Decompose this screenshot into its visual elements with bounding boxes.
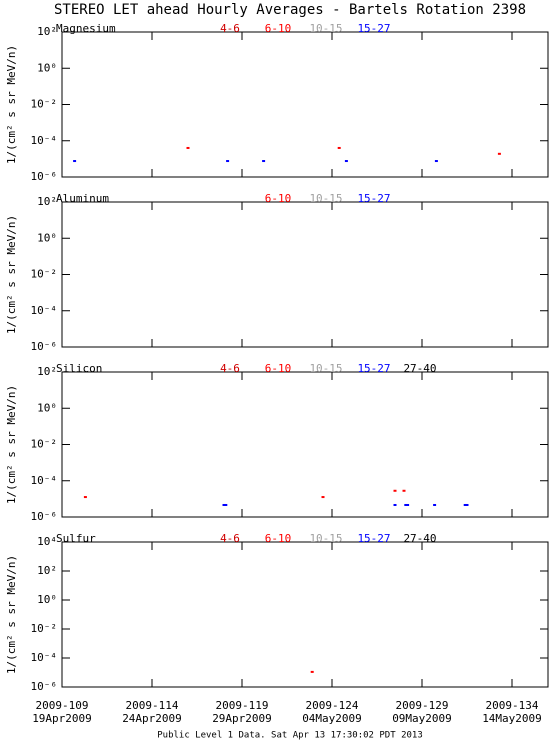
y-tick-label: 10⁻⁴ xyxy=(31,651,58,664)
data-point xyxy=(465,503,469,506)
x-tick-label: 2009-119 xyxy=(216,699,269,712)
y-tick-label: 10² xyxy=(37,365,57,378)
x-tick-label: 2009-134 xyxy=(486,699,539,712)
x-tick-date: 29Apr2009 xyxy=(212,712,272,725)
legend-entry: 10-15 xyxy=(309,362,342,375)
legend-entry: 4-6 xyxy=(220,22,240,35)
y-tick-label: 10² xyxy=(37,195,57,208)
y-tick-label: 10⁻⁶ xyxy=(31,680,58,693)
y-axis-label: 1/(cm² s sr MeV/n) xyxy=(5,385,18,504)
data-point xyxy=(83,496,87,499)
data-point xyxy=(222,503,226,506)
y-tick-label: 10² xyxy=(37,564,57,577)
legend-entry: 15-27 xyxy=(357,362,390,375)
data-point xyxy=(262,160,266,163)
plot-frame xyxy=(61,371,549,518)
data-point xyxy=(344,160,348,163)
legend-entry: 10-15 xyxy=(309,192,342,205)
data-point xyxy=(224,503,228,506)
y-tick-label: 10⁻² xyxy=(31,268,58,281)
y-tick-label: 10⁻⁴ xyxy=(31,474,58,487)
legend-entry: 15-27 xyxy=(357,192,390,205)
legend-entry: 10-15 xyxy=(309,532,342,545)
y-axis-label: 1/(cm² s sr MeV/n) xyxy=(5,215,18,334)
legend-entry: 15-27 xyxy=(357,22,390,35)
legend-entry: 4-6 xyxy=(220,532,240,545)
y-axis-label: 1/(cm² s sr MeV/n) xyxy=(5,45,18,164)
x-tick-date: 14May2009 xyxy=(482,712,542,725)
data-point xyxy=(73,160,77,163)
data-point xyxy=(393,503,397,506)
y-tick-label: 10⁻⁶ xyxy=(31,340,58,353)
x-tick-date: 24Apr2009 xyxy=(122,712,182,725)
y-tick-label: 10² xyxy=(37,25,57,38)
y-tick-label: 10⁰ xyxy=(37,231,57,244)
legend-entry: 15-27 xyxy=(357,532,390,545)
footer: Public Level 1 Data. Sat Apr 13 17:30:02… xyxy=(157,731,423,741)
data-point xyxy=(226,160,230,163)
data-point xyxy=(310,670,314,673)
y-tick-label: 10⁻⁴ xyxy=(31,304,58,317)
data-point xyxy=(337,146,341,149)
data-point xyxy=(402,489,406,492)
x-tick-date: 19Apr2009 xyxy=(32,712,92,725)
data-point xyxy=(434,160,438,163)
data-point xyxy=(406,503,410,506)
data-point xyxy=(433,503,437,506)
x-tick-label: 2009-109 xyxy=(36,699,89,712)
legend-entry: 27-40 xyxy=(403,532,436,545)
x-tick-label: 2009-114 xyxy=(126,699,179,712)
legend-entry: 6-10 xyxy=(265,192,292,205)
legend-entry: 27-40 xyxy=(403,362,436,375)
y-tick-label: 10⁰ xyxy=(37,61,57,74)
y-tick-label: 10⁻⁴ xyxy=(31,134,58,147)
plot-frame xyxy=(61,541,549,688)
legend-entry: 6-10 xyxy=(265,362,292,375)
y-tick-label: 10⁰ xyxy=(37,593,57,606)
panel-title: Magnesium xyxy=(56,22,116,35)
y-tick-label: 10⁴ xyxy=(37,535,57,548)
x-tick-label: 2009-124 xyxy=(306,699,359,712)
legend-entry: 4-6 xyxy=(220,362,240,375)
y-tick-label: 10⁰ xyxy=(37,401,57,414)
y-axis-label: 1/(cm² s sr MeV/n) xyxy=(5,555,18,674)
data-point xyxy=(393,489,397,492)
panel-title: Silicon xyxy=(56,362,102,375)
plot-frame xyxy=(61,201,549,348)
x-tick-date: 04May2009 xyxy=(302,712,362,725)
x-tick-label: 2009-129 xyxy=(396,699,449,712)
data-point xyxy=(497,152,501,155)
x-tick-date: 09May2009 xyxy=(392,712,452,725)
figure-title: STEREO LET ahead Hourly Averages - Barte… xyxy=(54,2,526,18)
legend-entry: 6-10 xyxy=(265,22,292,35)
data-point xyxy=(463,503,467,506)
y-tick-label: 10⁻⁶ xyxy=(31,170,58,183)
data-point xyxy=(404,503,408,506)
data-point xyxy=(186,146,190,149)
panel-title: Aluminum xyxy=(56,192,109,205)
y-tick-label: 10⁻² xyxy=(31,438,58,451)
plot-frame xyxy=(61,31,549,178)
legend-entry: 6-10 xyxy=(265,532,292,545)
y-tick-label: 10⁻² xyxy=(31,622,58,635)
y-tick-label: 10⁻⁶ xyxy=(31,510,58,523)
data-point xyxy=(321,496,325,499)
legend-entry: 10-15 xyxy=(309,22,342,35)
y-tick-label: 10⁻² xyxy=(31,98,58,111)
